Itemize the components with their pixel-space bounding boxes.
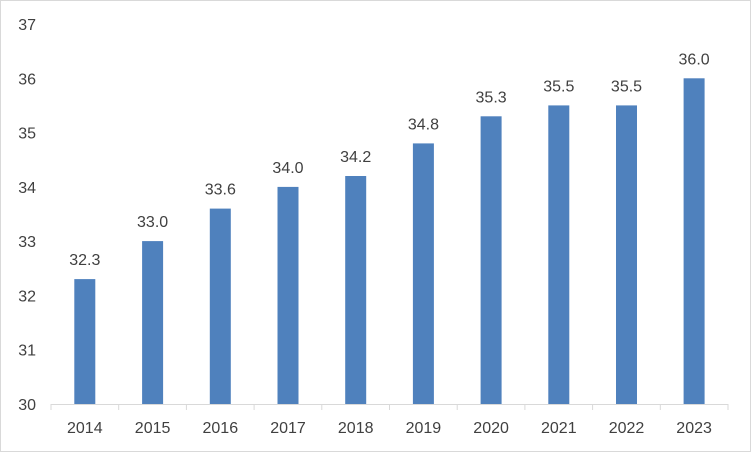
x-tick-label: 2016: [203, 420, 239, 437]
data-label-2021: 35.5: [543, 78, 574, 95]
data-label-2014: 32.3: [69, 252, 100, 269]
bar-2015: [142, 241, 164, 404]
x-tick-label: 2020: [473, 420, 509, 437]
y-tick-label: 33: [18, 234, 36, 251]
x-tick-label: 2021: [541, 420, 577, 437]
data-label-2018: 34.2: [340, 149, 371, 166]
x-tick-label: 2014: [67, 420, 103, 437]
data-label-2016: 33.6: [205, 182, 236, 199]
x-axis-tick-labels: 2014 2015 2016 2017 2018 2019 2020 2021 2022 2023: [67, 420, 712, 437]
data-label-2017: 34.0: [272, 160, 303, 177]
data-label-2022: 35.5: [611, 78, 642, 95]
bar-2016: [209, 208, 231, 404]
bars: [74, 78, 705, 405]
bar-2018: [345, 176, 367, 404]
x-tick-label: 2019: [406, 420, 442, 437]
bar-2022: [616, 105, 637, 405]
y-tick-label: 37: [18, 17, 36, 34]
y-tick-label: 34: [18, 180, 36, 197]
x-tick-label: 2023: [676, 420, 712, 437]
y-tick-label: 30: [18, 397, 36, 414]
bar-2020: [480, 116, 502, 405]
y-tick-label: 36: [18, 71, 36, 88]
y-tick-label: 35: [18, 126, 36, 143]
data-label-2019: 34.8: [408, 116, 439, 133]
y-tick-label: 32: [18, 288, 36, 305]
data-labels: 32.3 33.0 33.6 34.0 34.2 34.8 35.3 35.5 35.5 36.0: [69, 51, 710, 269]
bar-2017: [277, 186, 299, 404]
bar-2023: [683, 78, 705, 405]
x-tick-label: 2022: [609, 420, 645, 437]
y-tick-label: 31: [18, 343, 36, 360]
data-label-2015: 33.0: [137, 214, 168, 231]
x-tick-label: 2015: [135, 420, 171, 437]
bar-2019: [412, 143, 434, 404]
x-axis-ticks: [50, 404, 729, 410]
bar-2021: [548, 105, 570, 405]
data-label-2023: 36.0: [679, 51, 710, 68]
x-tick-label: 2017: [270, 420, 306, 437]
y-axis-tick-labels: 30 31 32 33 34 35 36 37: [18, 17, 36, 414]
x-tick-label: 2018: [338, 420, 374, 437]
data-label-2020: 35.3: [476, 89, 507, 106]
bar-2014: [74, 279, 96, 404]
